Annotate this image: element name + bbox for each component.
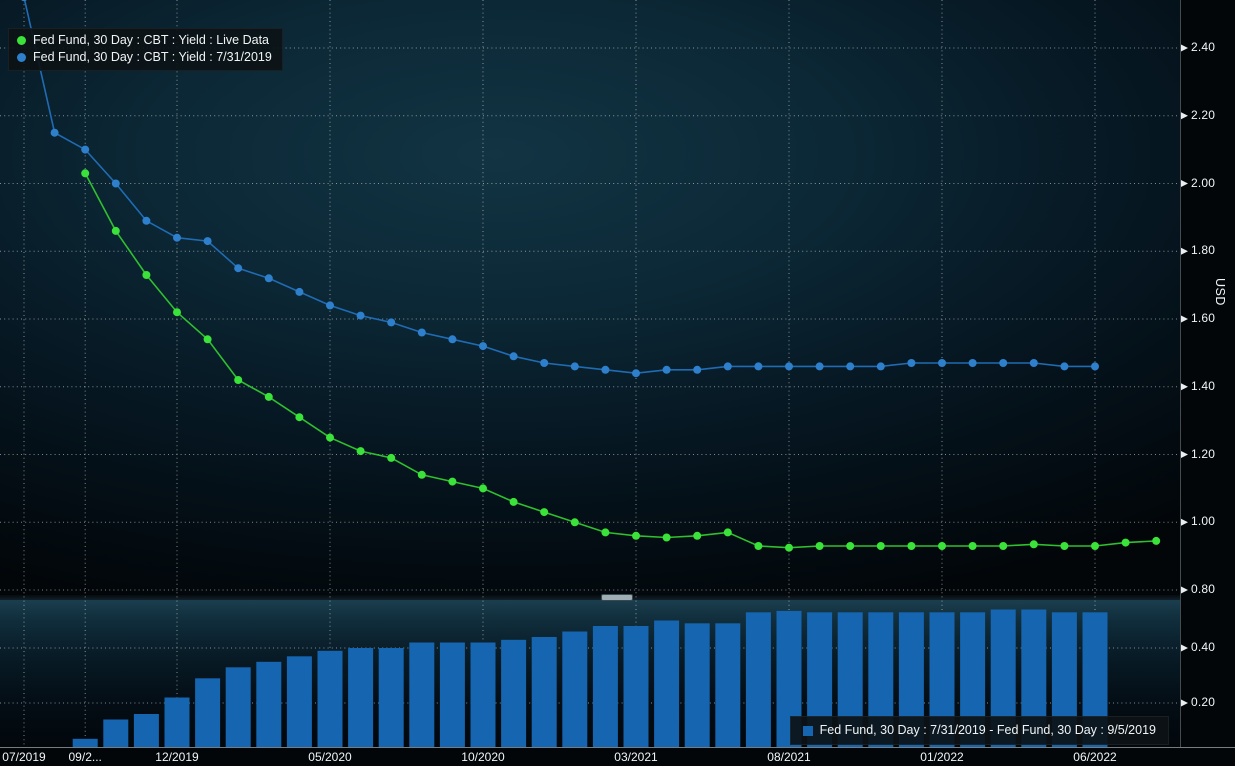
legend-label-snapshot: Fed Fund, 30 Day : CBT : Yield : 7/31/20… — [33, 50, 272, 64]
legend-item-live-data[interactable]: Fed Fund, 30 Day : CBT : Yield : Live Da… — [17, 32, 272, 49]
spread-legend[interactable]: Fed Fund, 30 Day : 7/31/2019 - Fed Fund,… — [789, 716, 1169, 745]
y-tick-label: 1.00 — [1191, 514, 1216, 529]
bar-series-marker-icon — [802, 725, 813, 736]
x-tick-label: 06/2022 — [1073, 750, 1117, 764]
x-tick-label: 08/2021 — [767, 750, 811, 764]
bottom-date-axis: 07/2019 09/2... 12/2019 05/2020 10/2020 03/20… — [0, 747, 1235, 766]
blue-series-marker-icon — [17, 53, 26, 62]
panel-splitter-handle[interactable] — [601, 594, 633, 601]
y-tick-label: 0.80 — [1191, 582, 1216, 596]
x-tick-label: 03/2021 — [614, 750, 658, 764]
y-tick-label: 1.40 — [1191, 378, 1216, 393]
legend-item-snapshot[interactable]: Fed Fund, 30 Day : CBT : Yield : 7/31/20… — [17, 49, 272, 66]
y-tick-label: 2.20 — [1191, 107, 1216, 122]
right-value-axis: 2.40 2.20 2.00 1.80 1.60 1.40 1.20 1.00 0.80 0.40… — [1180, 0, 1235, 747]
x-tick-label: 07/2019 — [2, 750, 46, 764]
y-tick-label: 1.60 — [1191, 311, 1216, 325]
x-tick-label: 01/2022 — [920, 750, 964, 764]
x-tick-label: 10/2020 — [461, 750, 505, 764]
y-tick-label: 2.40 — [1191, 40, 1216, 54]
series-legend: Fed Fund, 30 Day : CBT : Yield : Live Da… — [8, 28, 283, 71]
y-tick-label: 0.20 — [1191, 695, 1216, 709]
y-tick-label: 1.20 — [1191, 446, 1216, 461]
spread-legend-label: Fed Fund, 30 Day : 7/31/2019 - Fed Fund,… — [819, 723, 1156, 737]
top-price-panel[interactable] — [0, 0, 1180, 595]
x-tick-label: 12/2019 — [155, 750, 199, 764]
legend-label-live-data: Fed Fund, 30 Day : CBT : Yield : Live Da… — [33, 33, 269, 47]
y-tick-label: 1.80 — [1191, 243, 1216, 258]
y-tick-label: 0.40 — [1191, 640, 1216, 654]
y-tick-label: 2.00 — [1191, 175, 1216, 190]
green-series-marker-icon — [17, 36, 26, 45]
y-axis-title: USD — [1213, 278, 1227, 306]
x-tick-label: 05/2020 — [308, 750, 352, 764]
x-tick-label: 09/2... — [68, 750, 102, 764]
